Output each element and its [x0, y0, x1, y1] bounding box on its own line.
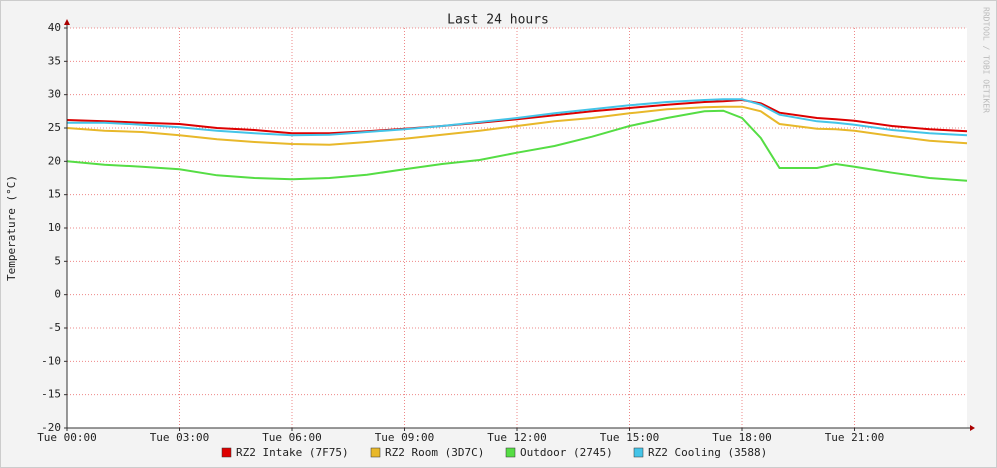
x-tick-label: Tue 03:00	[150, 431, 210, 444]
x-tick-label: Tue 00:00	[37, 431, 97, 444]
legend-label: RZ2 Room (3D7C)	[385, 446, 484, 459]
legend-swatch	[505, 447, 516, 458]
chart-title: Last 24 hours	[447, 13, 549, 28]
x-arrow	[970, 425, 975, 431]
legend-label: RZ2 Intake (7F75)	[236, 446, 349, 459]
y-tick-label: 20	[48, 154, 61, 167]
x-tick-label: Tue 15:00	[600, 431, 660, 444]
x-tick-label: Tue 12:00	[487, 431, 547, 444]
y-tick-label: 0	[54, 288, 61, 301]
series-line	[66, 98, 968, 135]
legend-swatch	[221, 447, 232, 458]
legend: RZ2 Intake (7F75) RZ2 Room (3D7C) Outdoor …	[221, 446, 767, 459]
y-tick-label: -5	[48, 321, 61, 334]
lines	[66, 98, 968, 182]
y-axis-label: Temperature (°C)	[5, 175, 18, 281]
y-tick-label: -20	[41, 421, 61, 434]
x-tick-label: Tue 09:00	[375, 431, 435, 444]
y-tick-label: 35	[48, 54, 61, 67]
y-tick-label: 30	[48, 88, 61, 101]
series-line	[66, 109, 968, 182]
y-tick-label: 10	[48, 221, 61, 234]
series-line	[67, 98, 968, 137]
legend-label: RZ2 Cooling (3588)	[648, 446, 767, 459]
y-tick-label: 5	[54, 254, 61, 267]
y-tick-label: -15	[41, 388, 61, 401]
x-tick-label: Tue 21:00	[825, 431, 885, 444]
legend-swatch	[633, 447, 644, 458]
y-tick-label: -10	[41, 354, 61, 367]
y-arrow	[64, 19, 70, 25]
watermark: RRDTOOL / TOBI OETIKER	[982, 7, 991, 113]
x-tick-label: Tue 06:00	[262, 431, 322, 444]
legend-swatch	[370, 447, 381, 458]
y-tick-label: 40	[48, 21, 61, 34]
y-tick-label: 25	[48, 121, 61, 134]
legend-label: Outdoor (2745)	[520, 446, 613, 459]
x-tick-label: Tue 18:00	[712, 431, 772, 444]
series-line	[66, 105, 968, 146]
y-tick-label: 15	[48, 188, 61, 201]
